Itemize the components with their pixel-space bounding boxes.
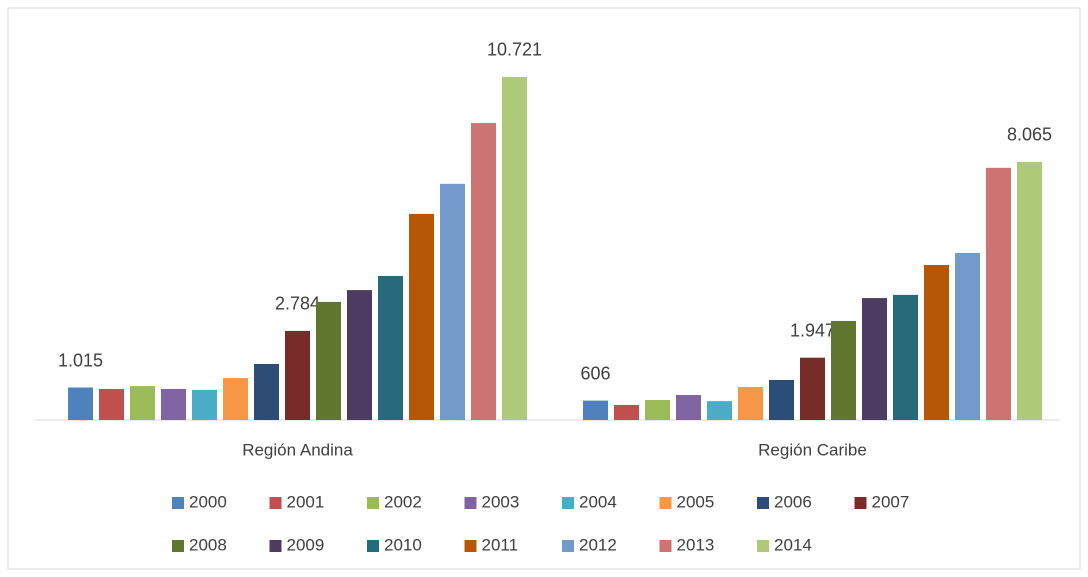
bar <box>192 389 217 420</box>
legend-label: 2011 <box>482 535 519 554</box>
bar <box>707 401 732 420</box>
legend-label: 2014 <box>774 535 812 554</box>
bar <box>68 387 93 420</box>
bar <box>99 388 124 420</box>
legend-swatch <box>562 540 574 552</box>
legend-swatch <box>367 497 379 509</box>
bar <box>893 294 918 420</box>
legend-label: 2003 <box>482 492 520 511</box>
legend-swatch <box>269 497 282 509</box>
legend-swatch <box>757 540 769 552</box>
bar <box>831 320 856 420</box>
bar <box>645 400 670 420</box>
bar <box>347 290 372 420</box>
bar <box>161 388 186 420</box>
legend-label: 2009 <box>287 535 325 554</box>
legend-label: 2001 <box>287 492 325 511</box>
legend-label: 2007 <box>872 492 910 511</box>
bar <box>130 386 155 420</box>
bar <box>254 364 279 420</box>
data-label: 1.947 <box>790 320 835 340</box>
legend-swatch <box>562 497 574 509</box>
legend-label: 2005 <box>677 492 715 511</box>
legend-label: 2012 <box>579 535 617 554</box>
legend-swatch <box>659 497 672 509</box>
legend-swatch <box>659 540 672 552</box>
legend-swatch <box>464 497 477 509</box>
legend-swatch <box>269 540 282 552</box>
legend-label: 2013 <box>677 535 715 554</box>
bar <box>738 387 763 420</box>
legend-swatch <box>172 497 184 509</box>
legend-label: 2008 <box>189 535 227 554</box>
bar <box>583 400 608 420</box>
bar <box>614 404 639 420</box>
bar <box>440 183 465 420</box>
x-tick-label: Región Andina <box>242 440 353 459</box>
bar <box>676 395 701 420</box>
bar <box>378 276 403 420</box>
bar <box>471 123 496 420</box>
bar <box>955 252 980 420</box>
legend-swatch <box>172 540 184 552</box>
bar <box>223 378 248 420</box>
bar <box>316 301 341 420</box>
legend-label: 2006 <box>774 492 812 511</box>
data-label: 1.015 <box>58 350 103 370</box>
bar <box>285 330 310 420</box>
legend-swatch <box>757 497 769 509</box>
bar <box>862 298 887 420</box>
legend-label: 2000 <box>189 492 227 511</box>
bar <box>502 76 527 420</box>
legend-swatch <box>464 540 477 552</box>
legend-swatch <box>854 497 867 509</box>
legend-label: 2002 <box>384 492 422 511</box>
data-label: 606 <box>580 363 610 383</box>
chart-frame <box>7 7 1081 570</box>
data-label: 10.721 <box>487 40 542 60</box>
bar <box>924 264 949 420</box>
bar <box>800 357 825 420</box>
bar <box>1017 161 1042 421</box>
bar <box>769 380 794 420</box>
bar <box>986 167 1011 420</box>
data-label: 8.065 <box>1007 125 1052 145</box>
x-tick-label: Región Caribe <box>758 440 867 459</box>
bar <box>409 213 434 420</box>
legend-swatch <box>367 540 379 552</box>
legend-label: 2010 <box>384 535 422 554</box>
legend-label: 2004 <box>579 492 617 511</box>
data-label: 2.784 <box>275 294 320 314</box>
